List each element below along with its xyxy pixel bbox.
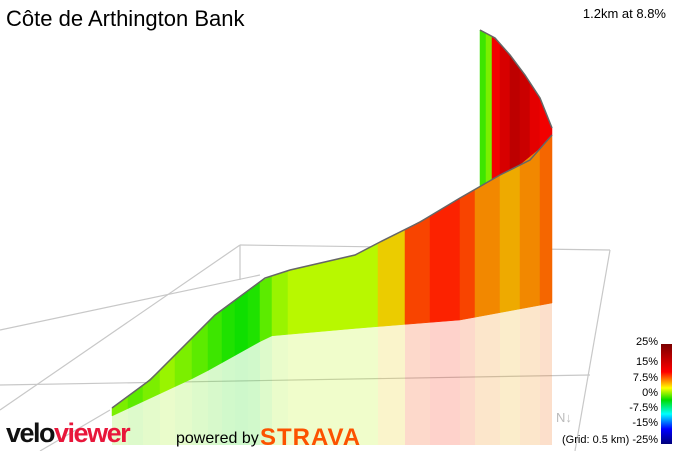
veloviewer-logo[interactable]: veloviewer (6, 418, 131, 449)
wall-segment (491, 35, 501, 181)
reflection (112, 303, 552, 445)
wall-segment (499, 43, 511, 176)
profile-segment (377, 229, 406, 327)
profile-segment (247, 281, 261, 349)
reflection-segment (112, 408, 128, 445)
reflection-segment (143, 393, 160, 445)
reflection-segment (460, 317, 475, 445)
reflection-segment (272, 334, 288, 445)
reflection-segment (520, 305, 540, 445)
profile-segment (159, 354, 176, 395)
logo-part: viewer (54, 418, 131, 448)
profile-segment (499, 164, 521, 313)
reflection-segment (430, 320, 460, 445)
gradient-color-scale (661, 344, 672, 444)
profile-segment (429, 197, 461, 323)
profile-segment (174, 337, 193, 388)
reflection-segment (128, 401, 143, 445)
reflection-segment (222, 355, 235, 445)
legend-label: 0% (642, 387, 658, 399)
logo-part: velo (6, 418, 56, 448)
profile-segment (519, 148, 541, 310)
reflection-segment (288, 328, 355, 445)
grid-line (0, 374, 591, 386)
profile-segment (234, 290, 249, 356)
wall-segment (485, 32, 493, 184)
reflection-segment (208, 362, 222, 445)
climb-summary: 1.2km at 8.8% (582, 6, 666, 21)
powered-by-text: powered by (176, 430, 259, 447)
grid-line (0, 244, 241, 411)
profile-segment (287, 254, 356, 335)
grid-line (39, 409, 111, 451)
profile-segment (539, 134, 553, 306)
wall-top-edge (479, 29, 553, 129)
profile-strips (111, 134, 553, 417)
reflection-segment (378, 324, 405, 445)
profile-segment (404, 215, 431, 325)
profile-segment (271, 270, 289, 337)
reflection-segment (248, 341, 260, 445)
wall-segment (509, 54, 521, 171)
reflection-segment (175, 378, 192, 445)
wall-segment (479, 29, 487, 187)
reflection-segment (260, 335, 272, 445)
legend-label: -15% (632, 417, 658, 429)
reflection-segment (500, 308, 520, 445)
profile-top-edge (111, 134, 553, 409)
legend-label: -7.5% (629, 402, 658, 414)
north-arrow: N↓ (556, 410, 572, 425)
reflection-segment (540, 303, 552, 445)
profile-segment (259, 275, 273, 342)
far-wall (479, 29, 553, 187)
profile-segment (354, 242, 379, 329)
reflection-segment (192, 370, 208, 445)
legend-label: 25% (635, 336, 658, 348)
grid-line (574, 249, 611, 451)
reflection-segment (160, 386, 175, 445)
grid-note: (Grid: 0.5 km) (562, 434, 630, 446)
legend-label-min: -25% (632, 434, 658, 446)
legend-label: 15% (635, 356, 658, 368)
reflection-segment (405, 322, 430, 445)
grid-line (0, 274, 261, 331)
reflection-segment (475, 312, 500, 445)
wall-segment (529, 81, 541, 161)
profile-segment (474, 174, 501, 318)
profile-segment (221, 299, 236, 364)
legend-label: 7.5% (632, 372, 658, 384)
strava-logo[interactable]: STRAVA (260, 424, 362, 451)
wall-segment (519, 67, 531, 166)
reflection-segment (355, 326, 378, 445)
legend-label: (Grid: 0.5 km) -25% (562, 434, 658, 446)
page-title: Côte de Arthington Bank (6, 6, 245, 31)
reflection-segment (235, 348, 248, 445)
profile-segment (459, 188, 476, 321)
